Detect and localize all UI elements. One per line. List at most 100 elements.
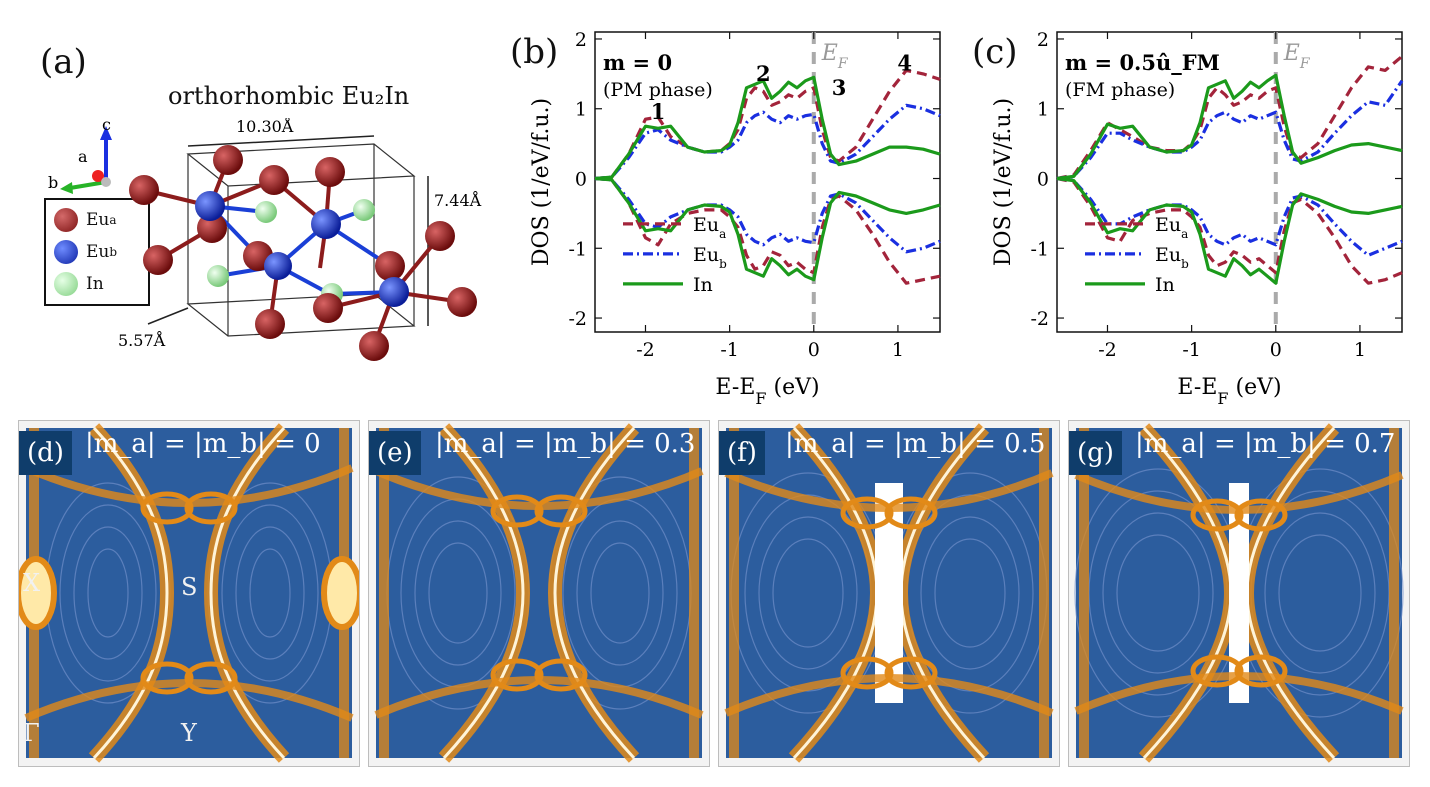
x-tick-label: 0 (808, 339, 820, 361)
x-tick-label: -2 (1098, 339, 1117, 361)
legend-label-eu-a: Eua (1155, 214, 1188, 241)
loop-right (1234, 654, 1288, 688)
high-symmetry-point-label: Y (181, 719, 197, 747)
b-axis-label: b (48, 173, 58, 192)
pocket-contour-left (73, 526, 143, 660)
legend-eu-a-sub: a (109, 213, 117, 227)
fermi-level-label: EF (1283, 41, 1311, 72)
map-caption: |m_a| = |m_b| = 0 (85, 429, 321, 459)
hourglass-core (553, 426, 636, 760)
pocket-contour-left (414, 520, 502, 666)
hourglass-core (92, 426, 169, 760)
fermi-level-label: EF (821, 41, 849, 72)
loop-right (1234, 498, 1288, 532)
x-axis-label: E-EF (eV) (715, 375, 819, 408)
plot-frame (1056, 31, 1403, 333)
loop-left (1190, 654, 1244, 688)
pocket-contour-left (1116, 534, 1200, 652)
legend-eu-a: Eu a (54, 206, 117, 234)
series-in-up (594, 75, 941, 181)
legend-in-name: In (86, 274, 104, 294)
hot-region (1229, 483, 1249, 703)
crystal-title: orthorhombic Eu₂In (168, 82, 410, 110)
y-tick-label: -2 (1030, 308, 1049, 330)
series-in-dn (1056, 176, 1403, 285)
chart-subtitle: (FM phase) (1065, 79, 1175, 101)
map-caption: |m_a| = |m_b| = 0.3 (435, 429, 696, 459)
chart-title: m = 0 (603, 50, 672, 75)
series-eu-a-dn (1056, 176, 1403, 285)
pocket-contour-left (1102, 512, 1214, 674)
pocket-contour-right (221, 504, 319, 682)
fermi-map-panel: (f) |m_a| = |m_b| = 0.5 (718, 420, 1060, 767)
high-symmetry-point-label: Γ (23, 719, 40, 747)
fermi-map-panel: (e) |m_a| = |m_b| = 0.3 (368, 420, 710, 767)
loop-right (884, 656, 938, 690)
y-tick-label: -1 (1030, 238, 1049, 260)
map-panel-label: (g) (1069, 431, 1122, 475)
loop-right (184, 491, 238, 525)
y-tick-label: 2 (575, 29, 587, 51)
pocket-contour-right (1278, 534, 1362, 652)
fermi-map-panel: (g) |m_a| = |m_b| = 0.7 (1068, 420, 1410, 767)
unit-cell-box (186, 143, 416, 337)
y-tick-label: 0 (1037, 169, 1049, 191)
panel-c-label: (c) (972, 32, 1018, 72)
hourglass-core (442, 426, 525, 760)
map-panel-label: (f) (719, 431, 765, 475)
legend-eu-b-sub: b (109, 245, 118, 259)
peak-label: 4 (897, 50, 912, 75)
legend-label-in: In (1155, 274, 1175, 296)
peak-label: 3 (832, 75, 847, 100)
legend-label-eu-a: Eua (693, 214, 726, 241)
series-eu-a-up (1056, 55, 1404, 181)
y-tick-label: 2 (1037, 29, 1049, 51)
pocket-contour-left (428, 542, 488, 644)
legend-in: In (54, 270, 104, 298)
pocket-contour-right (235, 526, 305, 660)
map-caption: |m_a| = |m_b| = 0.5 (785, 429, 1046, 459)
pocket-contour-right (920, 516, 1020, 670)
legend-label-eu-b: Eub (693, 244, 727, 271)
panel-a-label: (a) (40, 42, 87, 82)
y-axis-label: DOS (1/eV/f.u.) (991, 98, 1016, 266)
loop-right (534, 658, 588, 692)
map-background (26, 428, 352, 758)
a-axis-marker (92, 170, 104, 182)
series-eu-a-up (594, 68, 941, 181)
x-point-pocket-right (321, 556, 359, 630)
legend-eu-b: Eu b (54, 238, 117, 266)
fermi-map-plot (19, 423, 359, 763)
y-tick-label: 0 (575, 169, 587, 191)
series-in-dn (594, 176, 941, 282)
high-symmetry-point-label: X (23, 569, 41, 597)
pocket-contour-left (772, 538, 844, 648)
eu-a-ball-icon (54, 208, 78, 232)
loop-left (1190, 498, 1244, 532)
legend-label-eu-b: Eub (1155, 244, 1189, 271)
loop-left (840, 656, 894, 690)
y-tick-label: -2 (568, 308, 587, 330)
a-axis-label: a (78, 147, 88, 166)
panel-b-label: (b) (510, 32, 559, 72)
in-ball-icon (54, 272, 78, 296)
b-axis-arrow (69, 180, 107, 190)
plot-frame (594, 31, 941, 333)
dim-height-label: 7.44Å (434, 190, 482, 210)
atom-legend: Eu a Eu b In (44, 198, 150, 306)
x-tick-label: 1 (892, 339, 904, 361)
map-panel-label: (d) (19, 431, 72, 475)
series-eu-b-dn (1056, 176, 1403, 257)
x-axis-label: E-EF (eV) (1177, 375, 1281, 408)
high-symmetry-point-label: S (181, 573, 198, 601)
y-axis-label: DOS (1/eV/f.u.) (529, 98, 554, 266)
series-eu-b-dn (594, 176, 941, 254)
loop-left (140, 661, 194, 695)
eu-b-ball-icon (54, 240, 78, 264)
pocket-contour-right (590, 542, 650, 644)
loop-left (840, 496, 894, 530)
pocket-contour-right (934, 538, 1006, 648)
dim-width-label: 10.30Å (236, 118, 294, 136)
pocket-contour-left (59, 504, 157, 682)
loop-right (184, 661, 238, 695)
